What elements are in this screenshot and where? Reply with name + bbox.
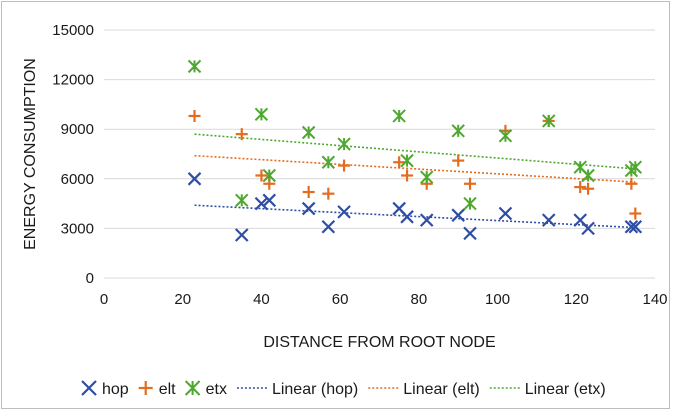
point-hop xyxy=(321,219,336,234)
trendline-etx xyxy=(194,133,636,170)
point-etx xyxy=(254,107,269,122)
legend-label: elt xyxy=(159,381,176,398)
legend-label: Linear (elt) xyxy=(403,381,479,398)
trendline-elt xyxy=(194,154,636,183)
point-etx xyxy=(581,168,595,183)
legend-item-0: hop xyxy=(81,380,129,398)
point-elt xyxy=(338,159,351,172)
point-etx xyxy=(628,160,643,174)
point-elt xyxy=(582,182,595,195)
point-elt xyxy=(235,128,248,141)
point-etx xyxy=(321,155,336,169)
legend-item-4: Linear (elt) xyxy=(368,381,480,398)
x-tick-label: 20 xyxy=(174,291,191,308)
point-etx xyxy=(498,129,513,143)
legend-item-1: elt xyxy=(138,381,176,398)
point-etx xyxy=(451,124,465,138)
legend-item-5: Linear (etx) xyxy=(489,381,606,398)
point-etx xyxy=(420,170,434,184)
point-elt xyxy=(629,207,642,220)
point-etx xyxy=(262,168,277,183)
point-elt xyxy=(452,154,465,167)
point-elt xyxy=(302,186,315,199)
point-elt xyxy=(574,181,587,194)
legend-label: etx xyxy=(206,381,227,398)
point-elt xyxy=(255,169,268,182)
point-elt xyxy=(464,177,477,190)
x-tick-label: 140 xyxy=(642,291,667,308)
point-hop xyxy=(581,221,595,236)
x-axis-title: DISTANCE FROM ROOT NODE xyxy=(263,334,495,351)
point-etx xyxy=(235,193,249,208)
legend-item-3: Linear (hop) xyxy=(236,381,358,398)
point-hop xyxy=(254,196,269,211)
point-etx xyxy=(187,59,202,74)
point-etx xyxy=(392,109,406,123)
point-hop xyxy=(463,226,477,241)
x-tick-label: 80 xyxy=(411,291,428,308)
point-hop xyxy=(419,213,434,227)
legend-marker-star xyxy=(184,380,201,396)
legend-label: hop xyxy=(102,381,129,398)
x-tick-label: 0 xyxy=(100,291,108,308)
point-hop xyxy=(301,201,316,216)
y-tick-label: 15000 xyxy=(52,22,94,39)
point-elt xyxy=(188,109,201,122)
point-etx xyxy=(542,114,556,128)
y-tick-label: 3000 xyxy=(61,220,94,237)
trendline-hop xyxy=(194,204,636,229)
x-tick-label: 100 xyxy=(485,291,510,308)
point-hop xyxy=(234,228,249,242)
y-tick-label: 9000 xyxy=(61,121,94,138)
x-tick-label: 60 xyxy=(332,291,349,308)
point-elt xyxy=(322,187,335,200)
y-tick-label: 0 xyxy=(86,270,94,287)
data-points xyxy=(187,59,643,242)
point-hop xyxy=(624,219,639,234)
x-axis-ticks: 0 20 40 60 80 100 120 140 xyxy=(100,291,668,308)
point-etx xyxy=(463,196,477,211)
point-hop xyxy=(400,210,414,224)
x-tick-label: 120 xyxy=(564,291,589,308)
legend: hop elt etx Linear (hop) Linear (elt) Linear … xyxy=(81,380,606,398)
point-hop xyxy=(498,206,513,221)
y-axis-title: ENERGY CONSUMPTION xyxy=(22,58,39,250)
point-hop xyxy=(337,205,351,219)
legend-marker-plus xyxy=(138,381,153,395)
point-hop xyxy=(187,172,202,186)
legend-label: Linear (etx) xyxy=(525,381,606,398)
point-elt xyxy=(625,177,638,190)
point-etx xyxy=(400,153,414,168)
point-hop xyxy=(541,213,556,227)
point-hop xyxy=(262,193,277,208)
x-tick-label: 40 xyxy=(253,291,270,308)
y-tick-label: 12000 xyxy=(52,72,94,89)
point-etx xyxy=(301,125,316,140)
point-etx xyxy=(337,137,351,151)
legend-label: Linear (hop) xyxy=(272,381,358,398)
legend-item-2: etx xyxy=(184,380,227,398)
y-axis-ticks: 0 3000 6000 9000 12000 15000 xyxy=(52,22,94,287)
y-tick-label: 6000 xyxy=(61,171,94,188)
point-elt xyxy=(401,169,414,182)
gridlines xyxy=(104,29,655,279)
point-hop xyxy=(628,219,643,234)
point-hop xyxy=(451,208,465,222)
point-elt xyxy=(393,156,406,169)
legend-marker-x xyxy=(81,380,97,396)
